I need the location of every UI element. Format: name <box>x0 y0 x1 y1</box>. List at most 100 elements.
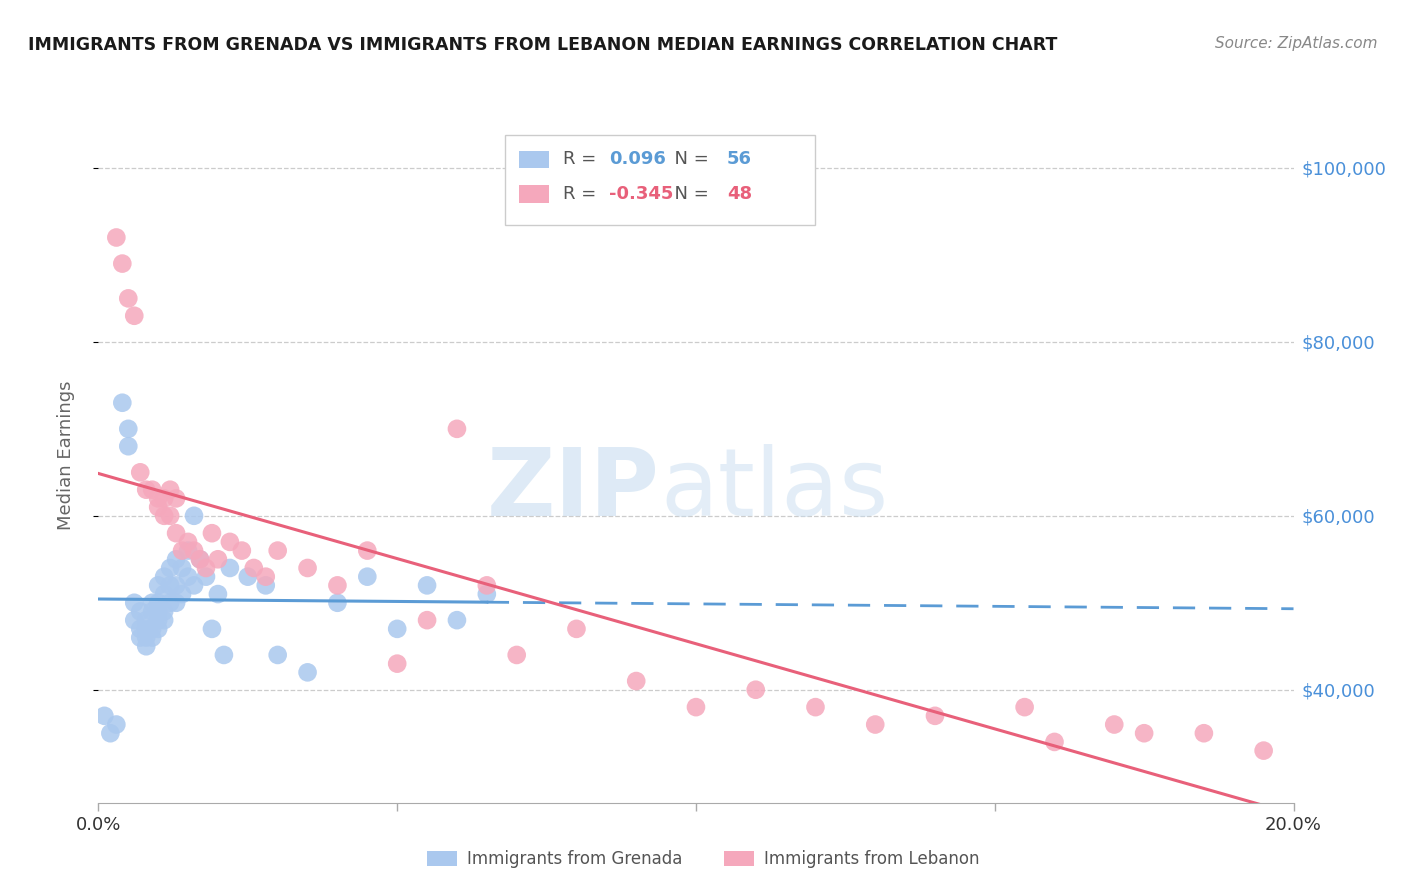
Point <box>446 422 468 436</box>
Point <box>153 613 176 627</box>
Point <box>129 466 152 480</box>
Point <box>129 622 152 636</box>
Point <box>326 578 349 592</box>
Text: 0.096: 0.096 <box>609 150 665 169</box>
Point <box>183 578 205 592</box>
Y-axis label: Median Earnings: Median Earnings <box>56 380 75 530</box>
Point <box>172 587 194 601</box>
Point <box>117 291 139 305</box>
Text: N =: N = <box>662 185 714 203</box>
Point <box>135 483 157 497</box>
Point <box>153 508 176 523</box>
Point <box>177 570 200 584</box>
Point <box>326 596 349 610</box>
Point <box>148 491 170 506</box>
Point <box>111 396 134 410</box>
Point <box>207 587 229 601</box>
Text: atlas: atlas <box>661 443 889 536</box>
Point <box>865 717 887 731</box>
Point <box>201 526 224 541</box>
Point <box>165 491 187 506</box>
Point <box>135 613 157 627</box>
Point <box>159 578 181 592</box>
Point <box>475 587 498 601</box>
Text: N =: N = <box>662 150 714 169</box>
Point <box>177 543 200 558</box>
Point <box>254 570 277 584</box>
Point <box>153 587 176 601</box>
Point <box>129 605 152 619</box>
Point <box>153 605 176 619</box>
Point <box>219 535 242 549</box>
Point <box>231 543 253 558</box>
Point <box>219 561 242 575</box>
Point <box>1104 717 1126 731</box>
Point <box>183 543 205 558</box>
Point <box>93 708 115 723</box>
Point <box>165 596 187 610</box>
Text: ZIP: ZIP <box>488 443 661 536</box>
Point <box>148 605 170 619</box>
Text: IMMIGRANTS FROM GRENADA VS IMMIGRANTS FROM LEBANON MEDIAN EARNINGS CORRELATION C: IMMIGRANTS FROM GRENADA VS IMMIGRANTS FR… <box>28 36 1057 54</box>
Point <box>141 605 163 619</box>
Text: R =: R = <box>564 185 602 203</box>
Point <box>159 596 181 610</box>
Point <box>188 552 211 566</box>
Point <box>172 543 194 558</box>
Point <box>1192 726 1215 740</box>
Point <box>153 570 176 584</box>
Point <box>153 491 176 506</box>
Point <box>159 508 181 523</box>
Point <box>165 578 187 592</box>
Point <box>506 648 529 662</box>
Point <box>254 578 277 592</box>
Point <box>1014 700 1036 714</box>
Point <box>105 717 128 731</box>
Point <box>124 309 146 323</box>
Point <box>804 700 827 714</box>
Text: 56: 56 <box>727 150 752 169</box>
Point <box>111 257 134 271</box>
Point <box>297 665 319 680</box>
Point <box>446 613 468 627</box>
Point <box>141 596 163 610</box>
Point <box>165 552 187 566</box>
Point <box>626 674 648 689</box>
Point <box>1043 735 1066 749</box>
Point <box>129 631 152 645</box>
Point <box>188 552 211 566</box>
Point <box>135 622 157 636</box>
Point <box>135 639 157 653</box>
Point <box>201 622 224 636</box>
Point <box>141 483 163 497</box>
Point <box>172 561 194 575</box>
Point <box>100 726 122 740</box>
Point <box>124 613 146 627</box>
Point <box>1253 744 1275 758</box>
Point <box>135 631 157 645</box>
Point <box>148 622 170 636</box>
Point <box>267 648 290 662</box>
Point <box>195 561 218 575</box>
Point <box>148 500 170 515</box>
Point <box>924 708 946 723</box>
Point <box>416 613 439 627</box>
Point <box>356 543 378 558</box>
FancyBboxPatch shape <box>519 186 548 202</box>
Point <box>148 596 170 610</box>
Point <box>141 631 163 645</box>
Point <box>212 648 235 662</box>
Legend: Immigrants from Grenada, Immigrants from Lebanon: Immigrants from Grenada, Immigrants from… <box>420 844 986 875</box>
Text: R =: R = <box>564 150 602 169</box>
Point <box>236 570 259 584</box>
Point <box>159 561 181 575</box>
Point <box>117 422 139 436</box>
Point <box>1133 726 1156 740</box>
Point <box>165 526 187 541</box>
Point <box>385 622 409 636</box>
Point <box>124 596 146 610</box>
Point <box>297 561 319 575</box>
Point <box>416 578 439 592</box>
Text: Source: ZipAtlas.com: Source: ZipAtlas.com <box>1215 36 1378 51</box>
FancyBboxPatch shape <box>519 151 548 168</box>
